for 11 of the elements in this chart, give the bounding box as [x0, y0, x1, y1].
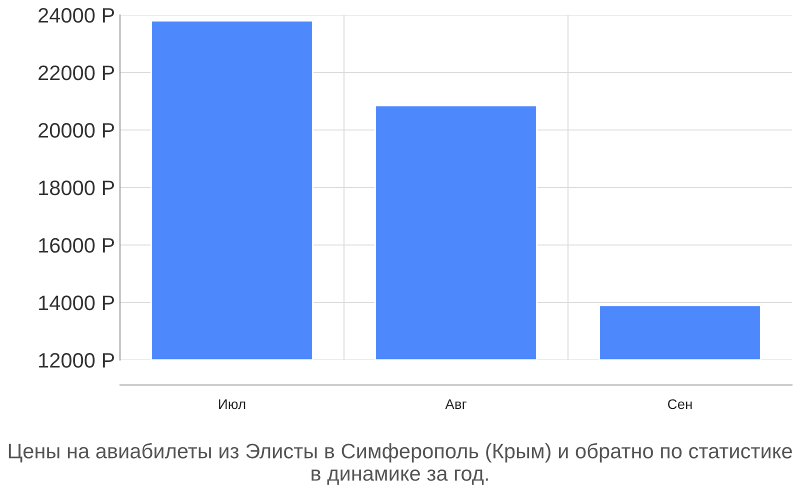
y-tick-label: 12000 Р — [39, 353, 114, 368]
x-tick-label: Авг — [445, 399, 466, 409]
y-tick-label: 22000 Р — [38, 66, 114, 80]
x-tick-label: Сен — [668, 399, 692, 410]
y-tick-label: 24000 Р — [38, 8, 114, 23]
y-tick-label: 16000 Р — [39, 238, 114, 253]
y-tick-label: 18000 Р — [39, 180, 114, 196]
text: Цены на авиабилеты из Элисты в Симферополь (Крым) и обратно по статистике в динамике за год. — [8, 442, 792, 485]
x-tick-label: Июл — [219, 399, 246, 410]
y-tick-label: 20000 Р — [38, 123, 114, 138]
y-tick-label: 14000 Р — [39, 296, 114, 310]
